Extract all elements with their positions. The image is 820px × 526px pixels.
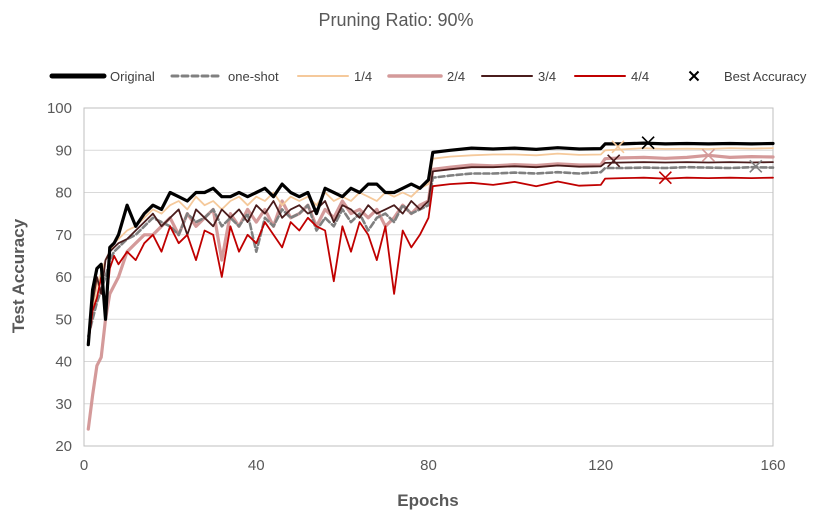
- best-accuracy-marker: [611, 140, 625, 154]
- series-line-4-4: [87, 176, 774, 346]
- marker-stroke: [607, 154, 621, 168]
- legend-marker-x: [688, 70, 700, 82]
- best-accuracy-markers: [607, 136, 763, 185]
- best-accuracy-marker: [607, 154, 621, 168]
- series-line-3-4: [87, 161, 774, 342]
- marker-stroke: [749, 159, 763, 173]
- best-accuracy-marker: [749, 159, 763, 173]
- y-tick-label: 20: [55, 438, 72, 455]
- best-accuracy-marker: [701, 148, 715, 162]
- y-tick-label: 70: [55, 227, 72, 244]
- legend-label: Best Accuracy: [724, 69, 807, 84]
- y-tick-label: 100: [47, 100, 72, 117]
- series-line-one-shot: [87, 165, 775, 338]
- axes: [83, 107, 774, 447]
- legend-item: 1/4: [297, 69, 372, 84]
- legend-label: Original: [110, 69, 155, 84]
- y-axis-title: Test Accuracy: [9, 218, 28, 333]
- marker-stroke: [701, 148, 715, 162]
- legend-item: 4/4: [574, 69, 649, 84]
- legend: Original one-shot 1/4 2/4 3/4 4/4 Best Accurac…: [49, 69, 807, 84]
- legend-label: one-shot: [228, 69, 279, 84]
- marker-stroke: [641, 136, 655, 150]
- best-accuracy-marker: [641, 136, 655, 150]
- legend-item: Best Accuracy: [688, 69, 807, 84]
- legend-label: 1/4: [354, 69, 372, 84]
- tick-labels: 20 30 40 50 60 70 80 90 100 0 40 80 120 160: [47, 100, 786, 474]
- x-axis-title: Epochs: [397, 491, 458, 510]
- legend-label: 2/4: [447, 69, 465, 84]
- series-line-2-4: [86, 153, 775, 431]
- x-tick-label: 120: [588, 457, 613, 474]
- legend-label: 4/4: [631, 69, 649, 84]
- legend-item: one-shot: [170, 69, 279, 84]
- legend-item: Original: [49, 69, 155, 84]
- legend-item: 3/4: [481, 69, 556, 84]
- x-tick-label: 0: [80, 457, 88, 474]
- legend-item: 2/4: [387, 69, 465, 84]
- best-accuracy-marker: [658, 171, 672, 185]
- marker-stroke: [611, 140, 625, 154]
- marker-stroke: [658, 171, 672, 185]
- x-tick-label: 160: [760, 457, 785, 474]
- chart-title: Pruning Ratio: 90%: [318, 10, 473, 30]
- y-tick-label: 60: [55, 269, 72, 286]
- y-tick-label: 50: [55, 311, 72, 328]
- y-tick-label: 30: [55, 396, 72, 413]
- series-layer: [86, 141, 775, 431]
- series-line-original: [86, 141, 775, 347]
- y-tick-label: 40: [55, 354, 72, 371]
- y-tick-label: 80: [55, 185, 72, 202]
- x-tick-label: 40: [248, 457, 265, 474]
- y-tick-label: 90: [55, 142, 72, 159]
- x-tick-label: 80: [420, 457, 437, 474]
- legend-label: 3/4: [538, 69, 556, 84]
